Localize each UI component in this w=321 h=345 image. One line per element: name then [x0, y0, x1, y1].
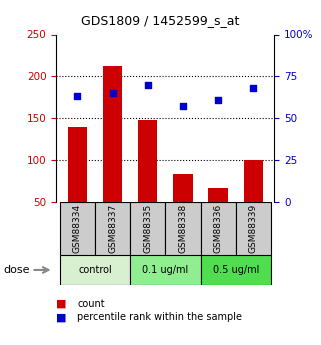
Text: 0.1 ug/ml: 0.1 ug/ml	[142, 265, 188, 275]
Bar	[103, 66, 122, 202]
Bar	[173, 174, 193, 202]
Point	[145, 82, 150, 87]
Point	[180, 104, 186, 109]
Text: dose: dose	[3, 265, 30, 275]
Text: count: count	[77, 299, 105, 308]
Text: 0.5 ug/ml: 0.5 ug/ml	[213, 265, 259, 275]
Text: GSM88336: GSM88336	[213, 204, 223, 253]
Bar	[208, 188, 228, 202]
Bar	[236, 202, 271, 255]
Text: ■: ■	[56, 299, 67, 308]
Bar	[130, 202, 165, 255]
Text: GSM88338: GSM88338	[178, 204, 187, 253]
Text: GDS1809 / 1452599_s_at: GDS1809 / 1452599_s_at	[81, 14, 240, 27]
Text: GSM88334: GSM88334	[73, 204, 82, 253]
Bar	[130, 255, 201, 285]
Text: GSM88337: GSM88337	[108, 204, 117, 253]
Bar	[138, 120, 157, 202]
Bar	[95, 202, 130, 255]
Text: control: control	[78, 265, 112, 275]
Bar	[60, 202, 95, 255]
Bar	[244, 160, 263, 202]
Text: ■: ■	[56, 313, 67, 322]
Point	[75, 93, 80, 99]
Text: percentile rank within the sample: percentile rank within the sample	[77, 313, 242, 322]
Point	[110, 90, 115, 96]
Bar	[201, 202, 236, 255]
Bar	[60, 255, 130, 285]
Bar	[165, 202, 201, 255]
Text: GSM88339: GSM88339	[249, 204, 258, 253]
Bar	[68, 127, 87, 202]
Point	[251, 85, 256, 91]
Text: GSM88335: GSM88335	[143, 204, 152, 253]
Point	[216, 97, 221, 102]
Bar	[201, 255, 271, 285]
